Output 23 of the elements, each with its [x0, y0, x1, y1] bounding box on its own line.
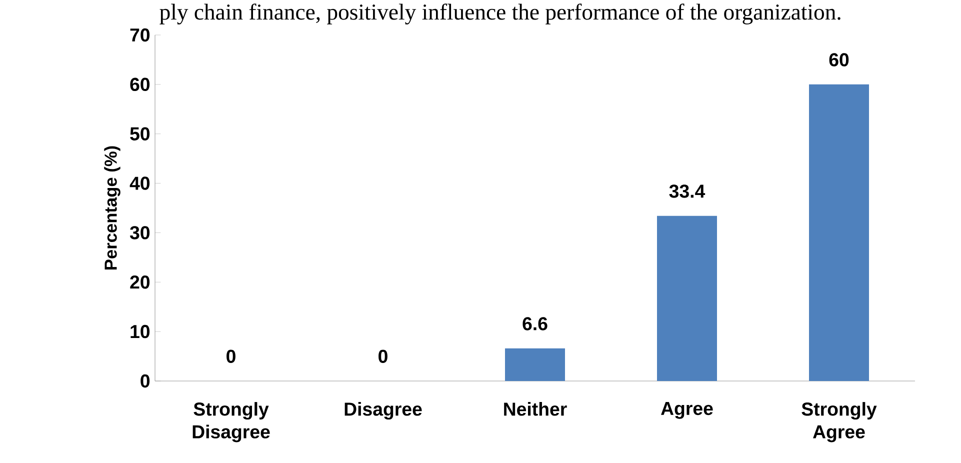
y-tick-label: 10	[130, 324, 150, 338]
y-tick-label: 20	[130, 276, 150, 289]
y-tick-label: 70	[130, 28, 150, 42]
y-tick-label: 30	[130, 226, 150, 240]
bar	[657, 216, 717, 381]
bar	[505, 348, 566, 381]
data-label: 6.6	[522, 317, 548, 330]
data-label: 60	[829, 53, 849, 66]
data-label: 0	[378, 350, 388, 363]
data-label: 0	[226, 350, 236, 363]
x-tick-label: Agree	[661, 402, 713, 419]
y-tick-label: 50	[130, 127, 150, 140]
x-tick-label: Disagree	[344, 402, 422, 420]
bar	[809, 84, 869, 381]
y-tick-label: 40	[130, 176, 150, 190]
chart-title: ply chain finance, positively influence the performance of the organization.	[160, 4, 840, 24]
x-tick-label: Strongly Disagree	[192, 402, 270, 442]
y-tick-label: 0	[140, 374, 150, 388]
data-label: 33.4	[669, 184, 706, 198]
y-axis-title: Percentage (%)	[104, 146, 120, 270]
y-tick-label: 60	[130, 78, 150, 92]
x-tick-label: Neither	[504, 402, 567, 416]
x-tick-label: Strongly Agree	[802, 402, 877, 442]
